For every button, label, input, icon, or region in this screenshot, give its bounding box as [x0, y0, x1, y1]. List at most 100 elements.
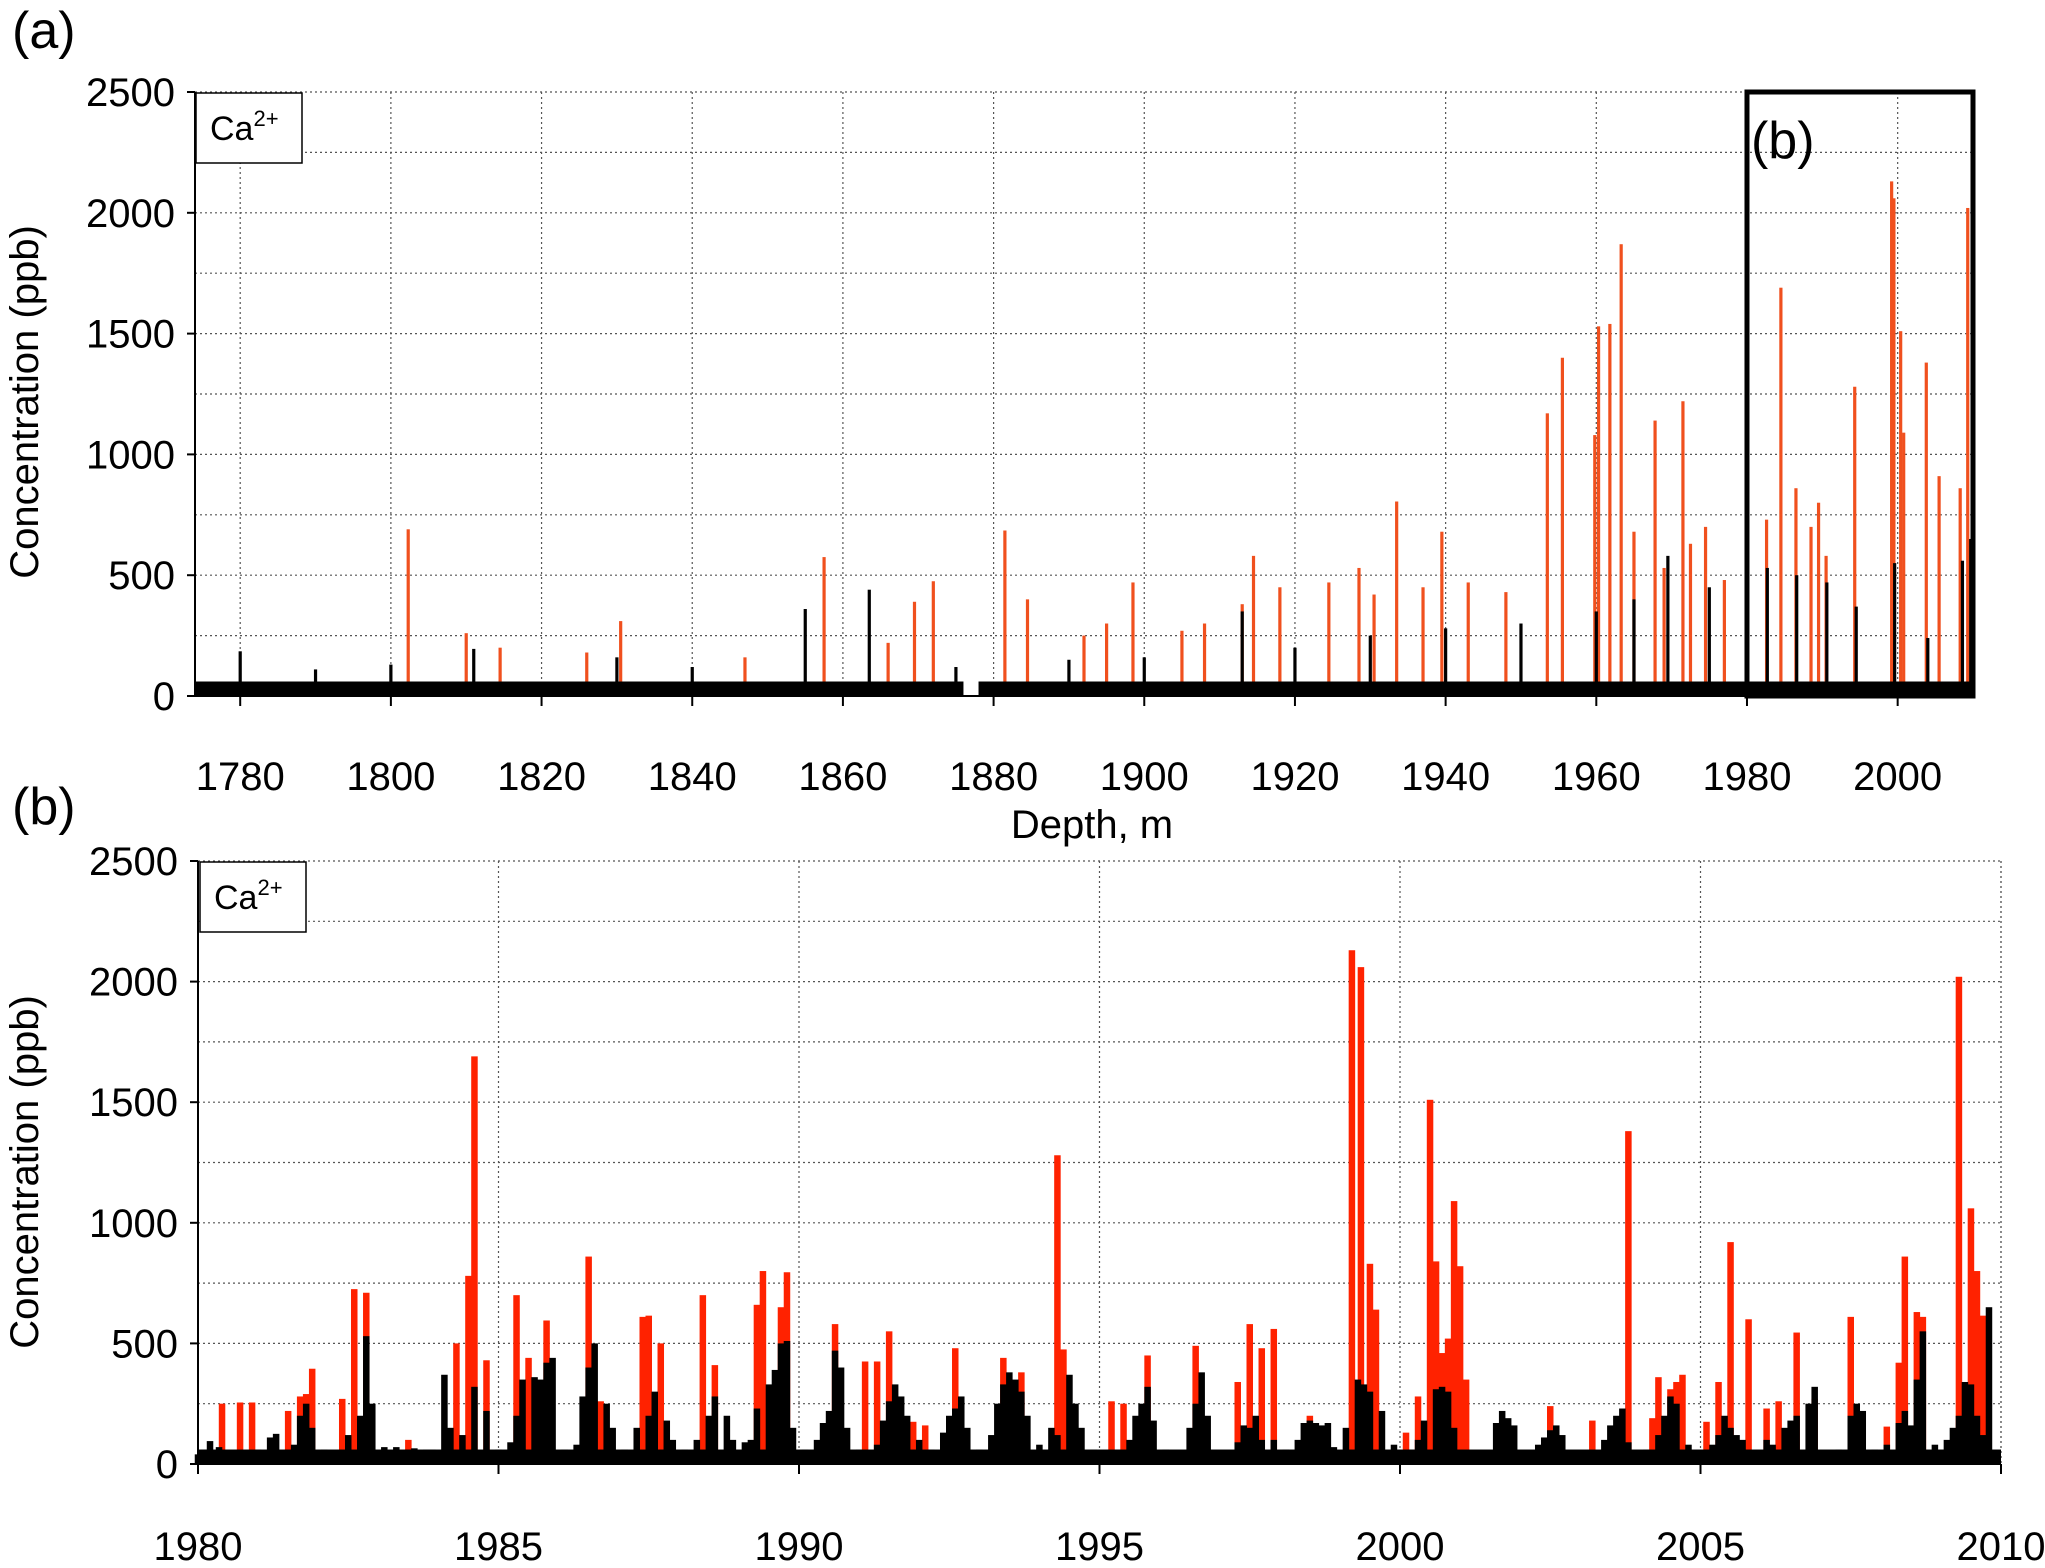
data-bar	[1000, 1384, 1007, 1464]
data-bar	[1293, 647, 1297, 696]
data-bar	[441, 1374, 448, 1464]
baseline-band	[198, 1449, 2001, 1464]
data-bar	[1688, 543, 1693, 696]
data-bar	[302, 1403, 310, 1464]
data-bar	[1613, 1415, 1620, 1464]
data-bar	[1300, 1423, 1308, 1464]
data-bar	[1901, 1256, 1909, 1464]
data-bar	[1667, 1396, 1674, 1464]
data-bar	[447, 1427, 454, 1464]
data-bar	[1589, 1420, 1596, 1464]
data-bar	[218, 1403, 226, 1464]
panel-a-species-text: Ca2+	[210, 106, 279, 148]
data-bar	[1926, 638, 1930, 696]
panel-a-species-legend: Ca2+	[195, 92, 303, 164]
data-bar	[1198, 1372, 1205, 1464]
data-bar	[453, 1343, 460, 1464]
data-bar	[1348, 950, 1356, 1464]
data-bar	[1594, 611, 1598, 696]
data-bar	[1924, 362, 1928, 696]
panel-a: (a) 1780 1800 1820 1840 1860 1880 1900 1920 1940…	[3, 2, 1976, 847]
data-bar	[369, 1403, 376, 1464]
data-bar	[952, 1408, 959, 1464]
data-bar	[1632, 599, 1636, 696]
data-bar	[1811, 1386, 1818, 1464]
data-bar	[498, 647, 502, 696]
data-bar	[1438, 1386, 1446, 1464]
data-bar	[284, 1410, 292, 1464]
data-bar	[1679, 1374, 1686, 1464]
x-tick-label: 2005	[1656, 1525, 1745, 1568]
data-bar	[1666, 555, 1670, 696]
data-bar	[1395, 501, 1399, 696]
data-bar	[699, 1295, 707, 1464]
data-bar	[1246, 1427, 1253, 1464]
data-bar	[1655, 1377, 1662, 1464]
x-tick-label: 1985	[454, 1525, 543, 1568]
data-bar	[1960, 560, 1965, 696]
data-bar	[1258, 1348, 1266, 1464]
data-bar	[753, 1304, 761, 1464]
data-bar	[1763, 1408, 1770, 1464]
data-bar	[1661, 1415, 1668, 1464]
data-bar	[873, 1361, 881, 1464]
data-bar	[1853, 386, 1857, 696]
data-bar	[1105, 623, 1109, 696]
panel-b-species-text: Ca2+	[214, 875, 283, 917]
data-bar	[525, 1357, 532, 1464]
x-tick-label: 1880	[949, 755, 1038, 799]
data-bar	[1372, 594, 1376, 696]
data-bar	[1937, 476, 1941, 696]
data-bar	[1450, 1427, 1458, 1464]
y-tick-label: 2500	[86, 71, 175, 115]
data-bar	[921, 1425, 929, 1464]
panel-b-species-box	[199, 861, 307, 933]
data-bar	[952, 1348, 959, 1464]
x-tick-label: 1820	[497, 755, 586, 799]
data-bar	[1596, 326, 1601, 696]
data-bar	[1426, 1099, 1434, 1464]
data-bar	[1270, 1328, 1278, 1464]
data-bar	[1775, 1401, 1782, 1464]
data-bar	[1553, 1425, 1560, 1464]
data-bar	[1967, 1208, 1975, 1464]
data-bar	[1899, 331, 1903, 696]
x-tick-label: 1900	[1100, 755, 1189, 799]
data-bar	[1847, 1316, 1854, 1464]
data-bar	[994, 1403, 1001, 1464]
data-bar	[1204, 1415, 1211, 1464]
data-bar	[1715, 1381, 1722, 1464]
data-bar	[549, 1357, 556, 1464]
data-bar	[885, 1331, 893, 1464]
data-bar	[351, 1289, 358, 1464]
data-bar	[1979, 1315, 1987, 1464]
data-bar	[1892, 198, 1896, 697]
data-bar	[1312, 1423, 1320, 1464]
data-bar	[363, 1336, 370, 1464]
data-bar	[1890, 181, 1894, 696]
data-bar	[912, 601, 917, 696]
data-bar	[1354, 1379, 1362, 1464]
x-tick-label: 1920	[1250, 755, 1339, 799]
data-bar	[1913, 1379, 1921, 1464]
data-bar	[1519, 623, 1523, 696]
data-bar	[609, 1427, 616, 1464]
data-bar	[308, 1427, 316, 1464]
data-bar	[1547, 1430, 1554, 1464]
data-bar	[1018, 1391, 1025, 1464]
data-bar	[1067, 659, 1071, 696]
data-bar	[465, 1275, 472, 1464]
data-bar	[238, 651, 242, 696]
data-bar	[1054, 1155, 1061, 1464]
data-bar	[1252, 1415, 1260, 1464]
data-bar	[1240, 1425, 1247, 1464]
data-bar	[248, 1402, 256, 1464]
data-bar	[1342, 1427, 1350, 1464]
data-bar	[1368, 635, 1372, 696]
data-bar	[759, 1271, 767, 1464]
data-bar	[483, 1410, 490, 1464]
data-bar	[1450, 1201, 1458, 1464]
y-tick-label: 500	[111, 1322, 178, 1366]
x-tick-label: 2000	[1853, 755, 1942, 799]
data-bar	[519, 1379, 526, 1464]
